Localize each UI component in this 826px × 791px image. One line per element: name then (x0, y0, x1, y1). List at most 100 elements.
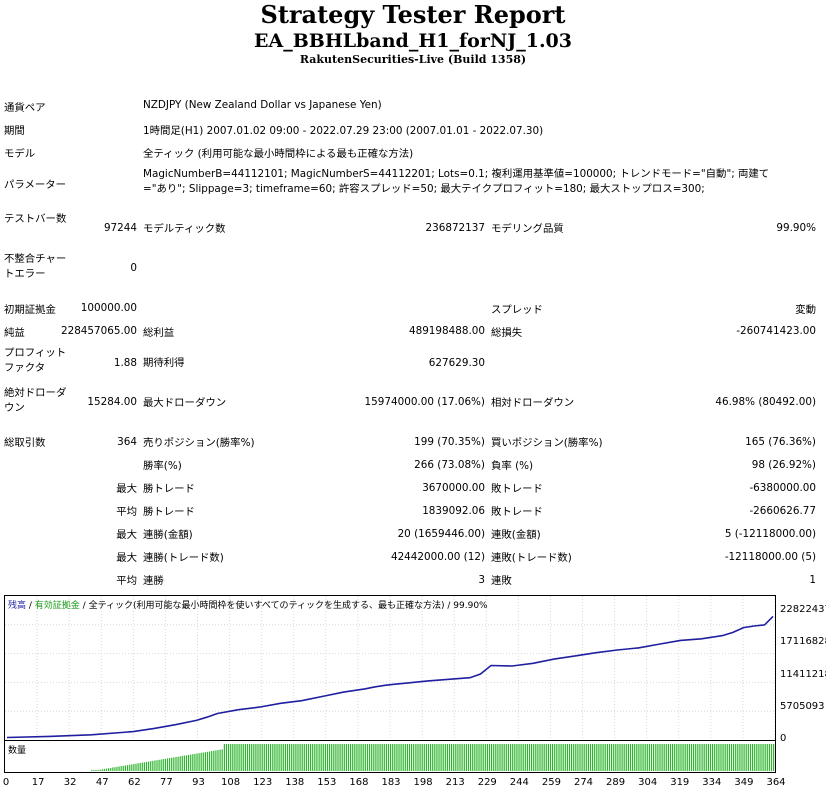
volume-bar (381, 744, 383, 771)
volume-bar (773, 744, 775, 771)
model-label: モデル (4, 148, 36, 160)
volume-bar (720, 744, 722, 771)
volume-bar (442, 744, 444, 771)
volume-bar (156, 760, 158, 771)
x-tick-label: 319 (670, 777, 690, 788)
volume-bar (688, 744, 690, 771)
volume-bar (398, 744, 400, 771)
volume-bar (545, 744, 547, 771)
volume-bar (164, 758, 166, 771)
volume-bar (427, 744, 430, 771)
volume-bar (516, 744, 518, 771)
volume-bar (699, 744, 701, 771)
volume-bar (522, 744, 524, 771)
volume-bar (394, 744, 396, 771)
volume-bar (152, 760, 154, 771)
volume-bar (333, 744, 335, 771)
volume-bar (585, 744, 587, 771)
volume-bar (148, 761, 150, 771)
pair-value: NZDJPY (New Zealand Dollar vs Japanese Y… (143, 99, 382, 111)
volume-bar (236, 744, 238, 771)
volume-bar (524, 744, 526, 771)
gross-profit-value: 489198488.00 (408, 325, 485, 337)
y-tick-label: 5705093 (780, 701, 825, 712)
volume-bar (625, 744, 627, 771)
total-trades-value: 364 (117, 436, 137, 448)
x-tick-label: 213 (445, 777, 465, 788)
pair-label: 通貨ペア (4, 102, 46, 114)
volume-bar (175, 757, 177, 771)
volume-bar (95, 770, 97, 771)
report-title: Strategy Tester Report (260, 0, 566, 29)
volume-bar (329, 744, 331, 771)
params-label: パラメーター (4, 179, 67, 191)
volume-bar (581, 744, 583, 771)
volume-bar (636, 744, 638, 771)
volume-bar (627, 744, 629, 771)
volume-bar (124, 765, 126, 771)
cons-wins-amount-value: 20 (1659446.00) (397, 528, 485, 540)
volume-bar (183, 755, 185, 771)
volume-bar (198, 753, 200, 771)
quality-value: 99.90% (776, 222, 816, 234)
volume-bar (219, 749, 221, 771)
volume-bar (335, 744, 337, 771)
volume-bar (528, 744, 531, 771)
avg-word: 平均 (116, 575, 137, 587)
volume-bar (667, 744, 669, 771)
volume-bar (589, 744, 592, 771)
volume-bar (185, 755, 188, 771)
volume-bar (712, 744, 714, 771)
volume-bar (672, 744, 674, 771)
volume-bar (451, 744, 453, 771)
volume-bar (280, 744, 282, 771)
volume-bar (448, 744, 451, 771)
volume-bar (579, 744, 581, 771)
volume-bar (745, 744, 747, 771)
x-tick-label: 168 (349, 777, 369, 788)
volume-bar (143, 762, 145, 771)
volume-bar (518, 744, 520, 771)
volume-bar (541, 744, 543, 771)
volume-bar (223, 744, 225, 771)
legend-balance: 残高 (8, 601, 27, 611)
volume-bar (352, 744, 354, 771)
volume-bar (145, 761, 148, 771)
max-word: 最大 (116, 552, 137, 564)
volume-bar (535, 744, 537, 771)
volume-bar (242, 744, 244, 771)
volume-bar (379, 744, 381, 771)
volume-bar (463, 744, 465, 771)
volume-bar (741, 744, 743, 771)
volume-bar (714, 744, 716, 771)
cons-wins-amount-label: 連勝(金額) (143, 529, 193, 541)
volume-bar (267, 744, 270, 771)
volume-bar (682, 744, 684, 771)
volume-bar (676, 744, 678, 771)
legend-separator: / (79, 601, 89, 611)
volume-bar (154, 760, 156, 771)
volume-bar (510, 744, 512, 771)
cons-wins-count-label: 連勝(トレード数) (143, 552, 224, 564)
volume-bar (408, 744, 411, 771)
volume-bar (573, 744, 575, 771)
volume-bar (512, 744, 514, 771)
volume-bar (770, 744, 773, 771)
volume-bar (166, 758, 169, 771)
volume-bar (733, 744, 735, 771)
expected-payoff-label: 期待利得 (143, 357, 185, 369)
volume-bar (634, 744, 636, 771)
x-tick-label: 138 (285, 777, 305, 788)
gross-profit-label: 総利益 (143, 327, 175, 339)
volume-bar (122, 765, 124, 771)
volume-bar (263, 744, 265, 771)
volume-bar (566, 744, 568, 771)
volume-bar (255, 744, 257, 771)
volume-bar (693, 744, 695, 771)
volume-bar (270, 744, 272, 771)
volume-bar (110, 767, 112, 771)
volume-bar (615, 744, 617, 771)
volume-bar (295, 744, 297, 771)
spread-value: 変動 (795, 304, 816, 316)
volume-bar (314, 744, 316, 771)
